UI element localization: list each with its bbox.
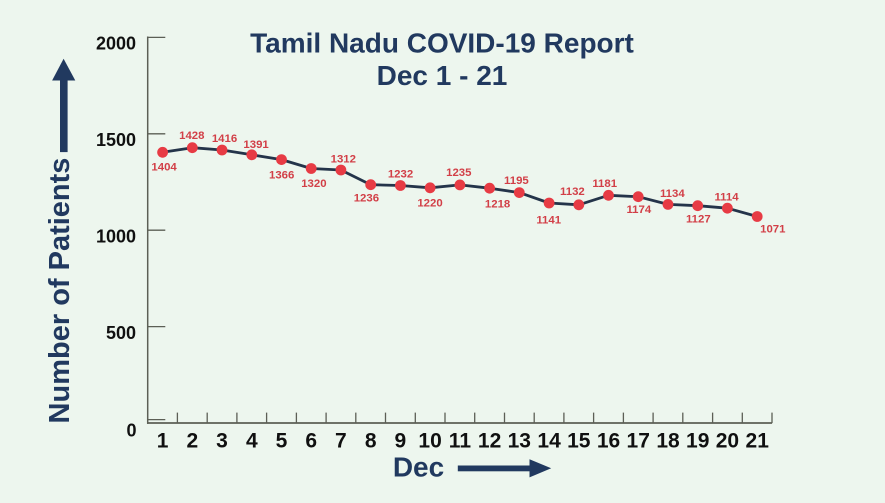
- svg-text:16: 16: [597, 430, 620, 453]
- svg-text:1404: 1404: [151, 162, 177, 174]
- svg-text:1320: 1320: [301, 178, 326, 190]
- svg-text:10: 10: [418, 430, 441, 453]
- svg-text:1235: 1235: [446, 167, 472, 179]
- svg-text:21: 21: [746, 430, 770, 453]
- svg-text:1195: 1195: [504, 175, 529, 187]
- svg-text:9: 9: [395, 430, 407, 453]
- svg-text:1500: 1500: [96, 130, 136, 150]
- svg-text:2000: 2000: [96, 34, 136, 54]
- svg-text:1132: 1132: [560, 186, 585, 198]
- svg-text:1000: 1000: [96, 226, 136, 246]
- svg-text:1114: 1114: [714, 192, 739, 204]
- svg-text:1134: 1134: [660, 188, 685, 200]
- svg-text:12: 12: [478, 430, 501, 453]
- svg-text:7: 7: [335, 430, 347, 453]
- svg-text:13: 13: [508, 430, 531, 453]
- svg-text:1416: 1416: [212, 133, 237, 145]
- svg-text:500: 500: [106, 323, 136, 343]
- svg-text:Dec: Dec: [393, 452, 444, 483]
- svg-text:1366: 1366: [269, 170, 294, 182]
- svg-text:8: 8: [365, 430, 377, 453]
- svg-text:Dec 1 - 21: Dec 1 - 21: [377, 60, 508, 91]
- svg-text:Number of Patients: Number of Patients: [44, 158, 76, 424]
- svg-text:1141: 1141: [536, 215, 561, 227]
- svg-text:0: 0: [126, 421, 136, 441]
- svg-text:1236: 1236: [354, 193, 379, 205]
- svg-text:18: 18: [656, 430, 680, 453]
- svg-text:1181: 1181: [592, 178, 617, 190]
- svg-text:4: 4: [246, 430, 258, 453]
- svg-text:3: 3: [216, 430, 228, 453]
- svg-text:1232: 1232: [388, 169, 413, 181]
- svg-text:17: 17: [627, 430, 650, 453]
- svg-text:1391: 1391: [243, 139, 269, 151]
- svg-text:5: 5: [276, 430, 288, 453]
- svg-text:1428: 1428: [179, 130, 204, 142]
- svg-text:15: 15: [567, 430, 591, 453]
- svg-text:2: 2: [186, 430, 198, 453]
- svg-text:11: 11: [449, 430, 472, 453]
- svg-text:1218: 1218: [485, 198, 510, 210]
- svg-text:1: 1: [157, 430, 169, 453]
- svg-text:Tamil Nadu COVID-19 Report: Tamil Nadu COVID-19 Report: [250, 28, 634, 59]
- svg-text:1174: 1174: [626, 204, 651, 216]
- svg-text:1220: 1220: [417, 198, 442, 210]
- svg-text:1312: 1312: [331, 154, 356, 166]
- svg-text:1071: 1071: [760, 224, 786, 236]
- svg-text:19: 19: [686, 430, 709, 453]
- svg-text:1127: 1127: [686, 214, 711, 226]
- svg-text:6: 6: [305, 430, 317, 453]
- svg-text:20: 20: [716, 430, 739, 453]
- svg-text:14: 14: [537, 430, 561, 453]
